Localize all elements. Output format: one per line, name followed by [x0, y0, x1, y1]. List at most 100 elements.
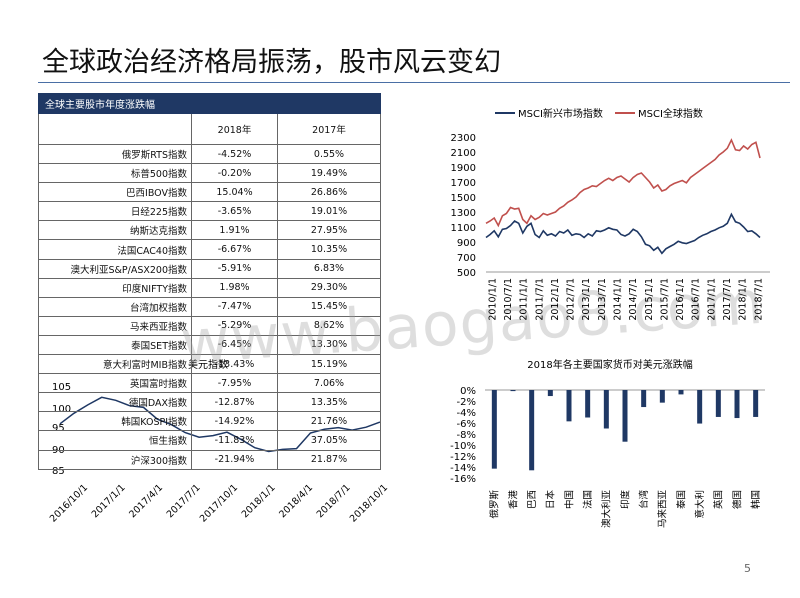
- table-row: 马来西亚指数 -5.29% 8.62%: [38, 315, 381, 336]
- usd-ytick-label: 85: [52, 466, 65, 477]
- title-divider: [38, 82, 790, 83]
- stock-index-table: 全球主要股市年度涨跌幅 2018年 2017年 俄罗斯RTS指数 -4.52% 0.…: [38, 93, 381, 470]
- index-name: 标普500指数: [38, 163, 192, 184]
- fx-category-label: 澳大利亚: [601, 490, 613, 529]
- index-name: 法国CAC40指数: [38, 239, 192, 260]
- fx-bar: [510, 390, 516, 392]
- msci-xtick-label: 2016/1/1: [675, 278, 686, 321]
- value-2018: -11.83%: [191, 430, 278, 451]
- table-row: 澳大利亚S&P/ASX200指数 -5.91% 6.83%: [38, 258, 381, 279]
- fx-category-label: 中国: [563, 490, 575, 509]
- value-2018: -3.65%: [191, 201, 278, 222]
- msci-xtick-label: 2017/7/1: [722, 278, 733, 321]
- msci-xtick-label: 2010/7/1: [503, 278, 514, 321]
- msci-xtick-label: 2013/1/1: [581, 278, 592, 321]
- value-2017: 0.55%: [277, 143, 381, 165]
- msci-ytick-label: 1300: [451, 208, 476, 219]
- index-name: 韩国KOSPI指数: [38, 411, 192, 432]
- fx-bar: [659, 390, 665, 403]
- msci-xtick-label: 2011/7/1: [534, 278, 545, 321]
- fx-category-label: 泰国: [675, 490, 687, 509]
- fx-bar: [715, 390, 721, 417]
- table-row: 法国CAC40指数 -6.67% 10.35%: [38, 239, 381, 260]
- msci-xtick-label: 2017/1/1: [706, 278, 717, 321]
- usd-xtick-label: 2017/10/1: [198, 482, 240, 524]
- index-name: 英国富时指数: [38, 373, 192, 394]
- fx-bar: [547, 390, 553, 397]
- table-row: 意大利富时MIB指数 -13.43% 15.19%: [38, 354, 381, 375]
- table-row: 恒生指数 -11.83% 37.05%: [38, 430, 381, 451]
- value-2017: 19.01%: [277, 201, 381, 222]
- value-2018: -5.91%: [191, 258, 278, 279]
- table-row: 韩国KOSPI指数 -14.92% 21.76%: [38, 411, 381, 432]
- fx-category-label: 印度: [619, 490, 631, 510]
- index-name: 德国DAX指数: [38, 392, 192, 413]
- fx-category-label: 日本: [545, 490, 557, 510]
- msci-ytick-label: 1700: [451, 178, 476, 189]
- value-2017: 6.83%: [277, 258, 381, 279]
- table-row: 德国DAX指数 -12.87% 13.35%: [38, 392, 381, 413]
- table-row: 沪深300指数 -21.94% 21.87%: [38, 449, 381, 470]
- fx-category-label: 巴西: [527, 490, 538, 509]
- msci-xtick-label: 2015/7/1: [659, 278, 670, 321]
- msci-ytick-label: 500: [457, 268, 476, 279]
- table-row: 俄罗斯RTS指数 -4.52% 0.55%: [38, 143, 381, 165]
- msci-ytick-label: 1900: [451, 163, 476, 174]
- msci-ytick-label: 1500: [451, 193, 476, 204]
- msci-ytick-label: 1100: [451, 223, 476, 234]
- table-row: 泰国SET指数 -6.45% 13.30%: [38, 334, 381, 356]
- fx-category-label: 韩国: [750, 490, 762, 509]
- value-2017: 19.49%: [277, 163, 381, 184]
- col-2017-header: 2017年: [277, 113, 381, 145]
- index-name: 恒生指数: [38, 430, 192, 451]
- table-title: 全球主要股市年度涨跌幅: [38, 93, 381, 114]
- fx-category-label: 马来西亚: [658, 490, 669, 529]
- msci-ytick-label: 2100: [451, 148, 476, 159]
- fx-ytick-label: -4%: [457, 408, 476, 419]
- fx-ytick-label: -8%: [457, 430, 476, 441]
- msci-xtick-label: 2016/7/1: [691, 278, 702, 321]
- value-2018: -0.20%: [191, 163, 278, 184]
- table-row: 纳斯达克指数 1.91% 27.95%: [38, 220, 381, 241]
- fx-bar: [641, 390, 647, 408]
- msci-series-line: [485, 212, 761, 255]
- index-name: 俄罗斯RTS指数: [38, 143, 192, 165]
- legend-label: MSCI全球指数: [638, 107, 703, 120]
- msci-xtick-label: 2011/1/1: [519, 278, 530, 321]
- value-2018: -14.92%: [191, 411, 278, 432]
- table-row: 英国富时指数 -7.95% 7.06%: [38, 373, 381, 394]
- fx-bar: [529, 390, 535, 471]
- usd-xtick-label: 2017/7/1: [165, 482, 203, 520]
- index-name: 意大利富时MIB指数: [38, 354, 192, 375]
- index-name: 沪深300指数: [38, 449, 192, 470]
- fx-bar: [697, 390, 703, 424]
- value-2017: 13.35%: [277, 392, 381, 413]
- msci-ytick-label: 700: [457, 253, 476, 264]
- fx-bar: [734, 390, 740, 419]
- msci-chart: MSCI新兴市场指数 MSCI全球指数 2300 2100 1900 1700 1500 1…: [451, 107, 770, 321]
- fx-ytick-label: -12%: [450, 452, 476, 463]
- msci-xtick-label: 2018/1/1: [738, 278, 749, 321]
- fx-bar: [566, 390, 572, 422]
- msci-ytick-label: 900: [457, 238, 476, 249]
- usd-xtick-label: 2017/1/1: [90, 482, 128, 520]
- fx-ytick-label: 0%: [460, 386, 476, 397]
- index-name: 马来西亚指数: [38, 315, 192, 336]
- fx-ytick-label: -6%: [457, 419, 476, 430]
- fx-category-label: 德国: [731, 490, 743, 509]
- msci-xtick-label: 2012/1/1: [550, 278, 561, 321]
- table-row: 日经225指数 -3.65% 19.01%: [38, 201, 381, 222]
- value-2018: -4.52%: [191, 143, 278, 165]
- fx-bar: [622, 390, 628, 442]
- value-2018: -6.67%: [191, 239, 278, 260]
- fx-bar: [585, 390, 591, 418]
- fx-bar-chart: 2018年各主要国家货币对美元涨跌幅 0%-2%-4%-6%-8%-10%-12…: [450, 358, 765, 529]
- fx-bar: [753, 390, 759, 417]
- fx-bar: [678, 390, 684, 395]
- index-name: 巴西IBOV指数: [38, 182, 192, 203]
- header-blank: [38, 113, 192, 145]
- fx-bar: [603, 390, 609, 429]
- fx-chart-title: 2018年各主要国家货币对美元涨跌幅: [527, 358, 692, 371]
- fx-category-label: 意大利: [694, 490, 706, 519]
- table-row: 印度NIFTY指数 1.98% 29.30%: [38, 277, 381, 298]
